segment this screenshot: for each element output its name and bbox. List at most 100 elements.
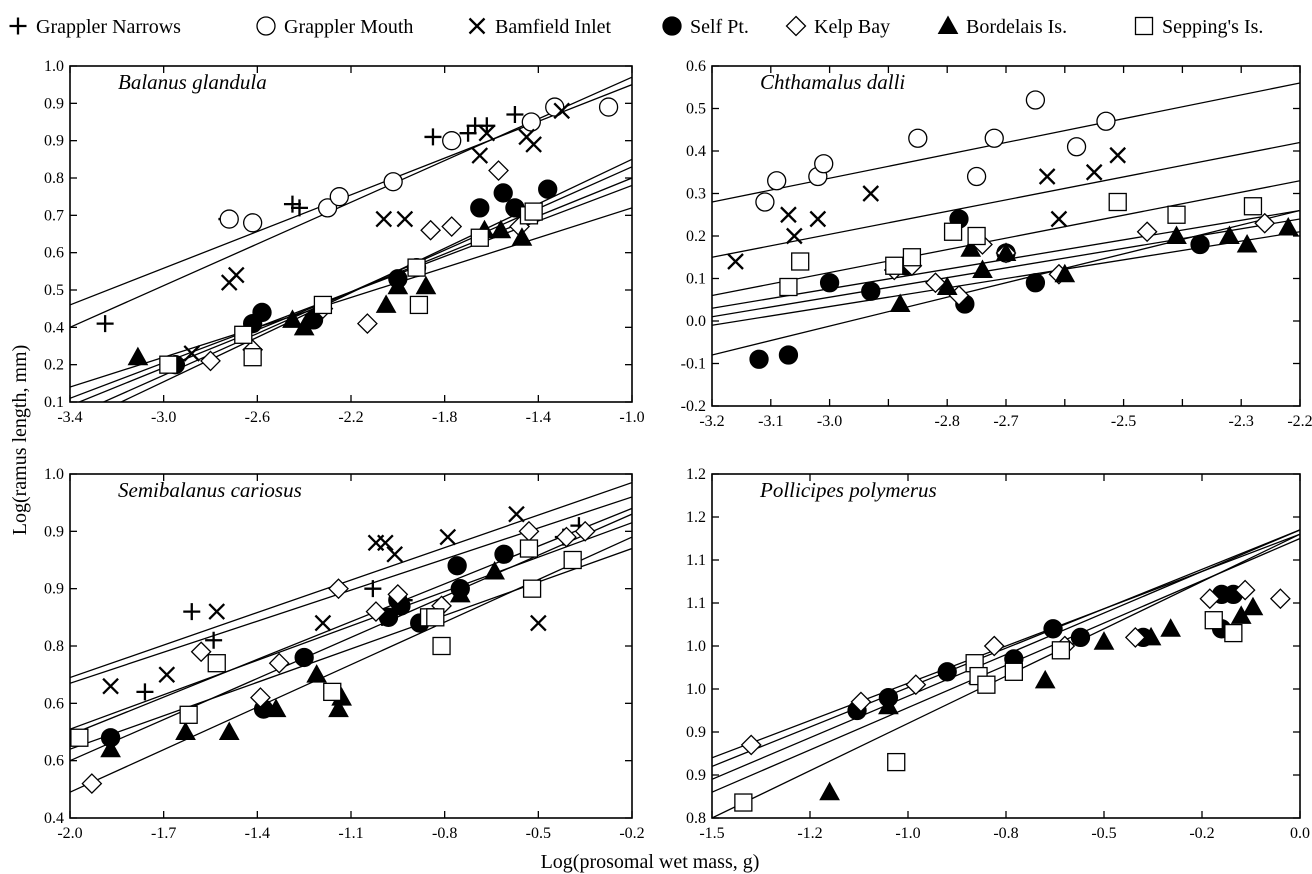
x-tick-label: -2.5 — [1111, 413, 1136, 430]
data-point — [1025, 90, 1046, 110]
y-tick-label: 0.1 — [44, 394, 64, 411]
series-grappler-mouth — [219, 97, 619, 233]
regression-line — [70, 536, 632, 793]
data-point — [1199, 588, 1221, 610]
data-point — [234, 325, 253, 344]
x-tick-label: -2.8 — [935, 413, 960, 430]
x-tick-label: -3.4 — [57, 409, 82, 426]
data-point — [972, 259, 993, 278]
legend-marker-square-open — [1134, 16, 1154, 36]
data-point — [1140, 626, 1162, 646]
data-point — [518, 520, 540, 542]
series-sepping-s-is — [779, 192, 1263, 297]
chart-panel-semibalanus-cariosus: -2.0 -1.7 -1.4 -1.1 -0.8 -0.5 -0.2 0.4 0.6 0.6 0.8… — [44, 466, 645, 842]
data-point — [786, 227, 803, 245]
data-point — [1109, 146, 1127, 164]
data-point — [522, 579, 542, 598]
data-point — [755, 192, 775, 212]
data-point — [442, 131, 462, 151]
y-tick-label: 0.4 — [686, 143, 706, 160]
data-point — [205, 631, 223, 649]
data-point — [175, 721, 196, 740]
regression-line — [70, 507, 632, 736]
regression-lines — [70, 76, 632, 402]
x-tick-label: -2.6 — [245, 409, 270, 426]
data-point — [407, 258, 426, 277]
data-point — [850, 691, 872, 713]
y-tick-label: 0.9 — [686, 724, 706, 741]
legend-marker-x — [468, 17, 486, 35]
y-tick-label: 0.6 — [44, 695, 64, 712]
data-point — [734, 793, 753, 812]
data-point — [365, 601, 387, 623]
legend: Grappler Narrows Grappler Mouth Bamfield I… — [9, 15, 1263, 38]
data-point — [328, 578, 349, 600]
legend-item-kelp-bay: Kelp Bay — [785, 15, 890, 38]
data-point — [1254, 212, 1276, 234]
data-point — [218, 721, 240, 740]
y-tick-label: 1.0 — [44, 58, 64, 75]
data-point — [767, 171, 787, 191]
data-point — [538, 179, 558, 199]
legend-marker-diamond-open — [785, 15, 807, 37]
data-point — [1043, 619, 1063, 639]
y-tick-label: 0.2 — [44, 357, 64, 374]
data-point — [819, 273, 840, 293]
x-axis-label: Log(prosomal wet mass, g) — [541, 851, 760, 873]
data-point — [780, 206, 797, 224]
data-point — [283, 195, 301, 213]
x-tick-label: -0.5 — [526, 825, 551, 842]
y-tick-label: -0.2 — [681, 398, 706, 415]
data-point — [727, 253, 744, 270]
y-tick-label: 0.7 — [44, 207, 64, 224]
series-sepping-s-is — [734, 611, 1243, 812]
data-point — [490, 219, 512, 239]
regression-line — [70, 184, 632, 399]
data-point — [127, 346, 149, 366]
series-bordelais-is — [100, 560, 505, 758]
regression-line — [712, 209, 1300, 356]
data-point — [1004, 662, 1023, 681]
series-kelp-bay — [81, 520, 596, 795]
data-point — [984, 128, 1004, 148]
data-point — [966, 166, 987, 187]
data-point — [598, 97, 619, 117]
data-point — [1167, 205, 1186, 224]
data-point — [1136, 221, 1158, 243]
data-point — [967, 226, 986, 246]
data-point — [471, 147, 489, 164]
data-point — [878, 695, 899, 715]
y-tick-label: 1.0 — [44, 466, 64, 483]
data-point — [387, 583, 409, 605]
data-point — [293, 316, 315, 336]
data-point — [375, 294, 397, 313]
panel-title: Chthamalus dalli — [760, 70, 905, 94]
data-point — [524, 202, 543, 221]
data-point — [936, 276, 958, 295]
data-point — [1025, 273, 1046, 293]
data-point — [478, 117, 496, 135]
y-tick-label: 1.0 — [686, 681, 706, 698]
series-bamfield-inlet — [183, 102, 571, 362]
legend-marker-triangle-filled — [937, 15, 959, 34]
data-point — [447, 556, 467, 576]
data-point — [545, 97, 565, 117]
data-point — [740, 734, 762, 756]
data-point — [819, 781, 840, 801]
x-tick-label: -0.2 — [619, 825, 644, 842]
x-tick-label: -3.0 — [151, 409, 176, 426]
data-point — [1096, 111, 1116, 131]
data-point — [905, 674, 927, 696]
y-tick-label: 0.9 — [44, 581, 64, 598]
x-tick-label: -3.0 — [817, 413, 842, 430]
x-tick-label: 0.0 — [1290, 825, 1310, 842]
data-point — [102, 677, 119, 695]
regression-lines — [70, 481, 632, 793]
data-point — [243, 348, 262, 367]
legend-item-bamfield-inlet: Bamfield Inlet — [468, 16, 612, 38]
legend-item-self-pt: Self Pt. — [662, 16, 749, 38]
series-sepping-s-is — [159, 202, 543, 374]
y-tick-label: 0.9 — [44, 133, 64, 150]
data-point — [377, 534, 394, 552]
